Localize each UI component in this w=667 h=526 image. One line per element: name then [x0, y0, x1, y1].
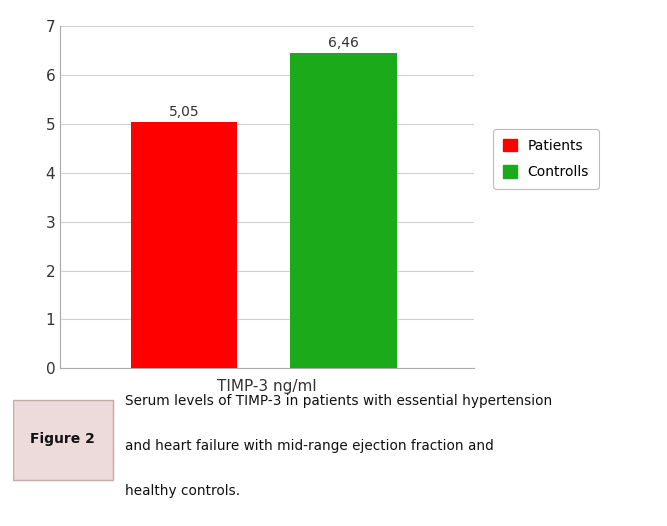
Text: healthy controls.: healthy controls.	[125, 484, 241, 498]
Bar	[290, 53, 397, 368]
Text: 6,46: 6,46	[328, 36, 359, 50]
X-axis label: TIMP-3 ng/ml: TIMP-3 ng/ml	[217, 379, 317, 394]
Text: Figure 2: Figure 2	[30, 432, 95, 447]
Bar	[131, 122, 237, 368]
Text: 5,05: 5,05	[169, 105, 199, 119]
Text: and heart failure with mid-range ejection fraction and: and heart failure with mid-range ejectio…	[125, 439, 494, 453]
Text: Serum levels of TIMP-3 in patients with essential hypertension: Serum levels of TIMP-3 in patients with …	[125, 393, 553, 408]
Legend: Patients, Controlls: Patients, Controlls	[493, 129, 599, 189]
FancyBboxPatch shape	[13, 400, 113, 480]
